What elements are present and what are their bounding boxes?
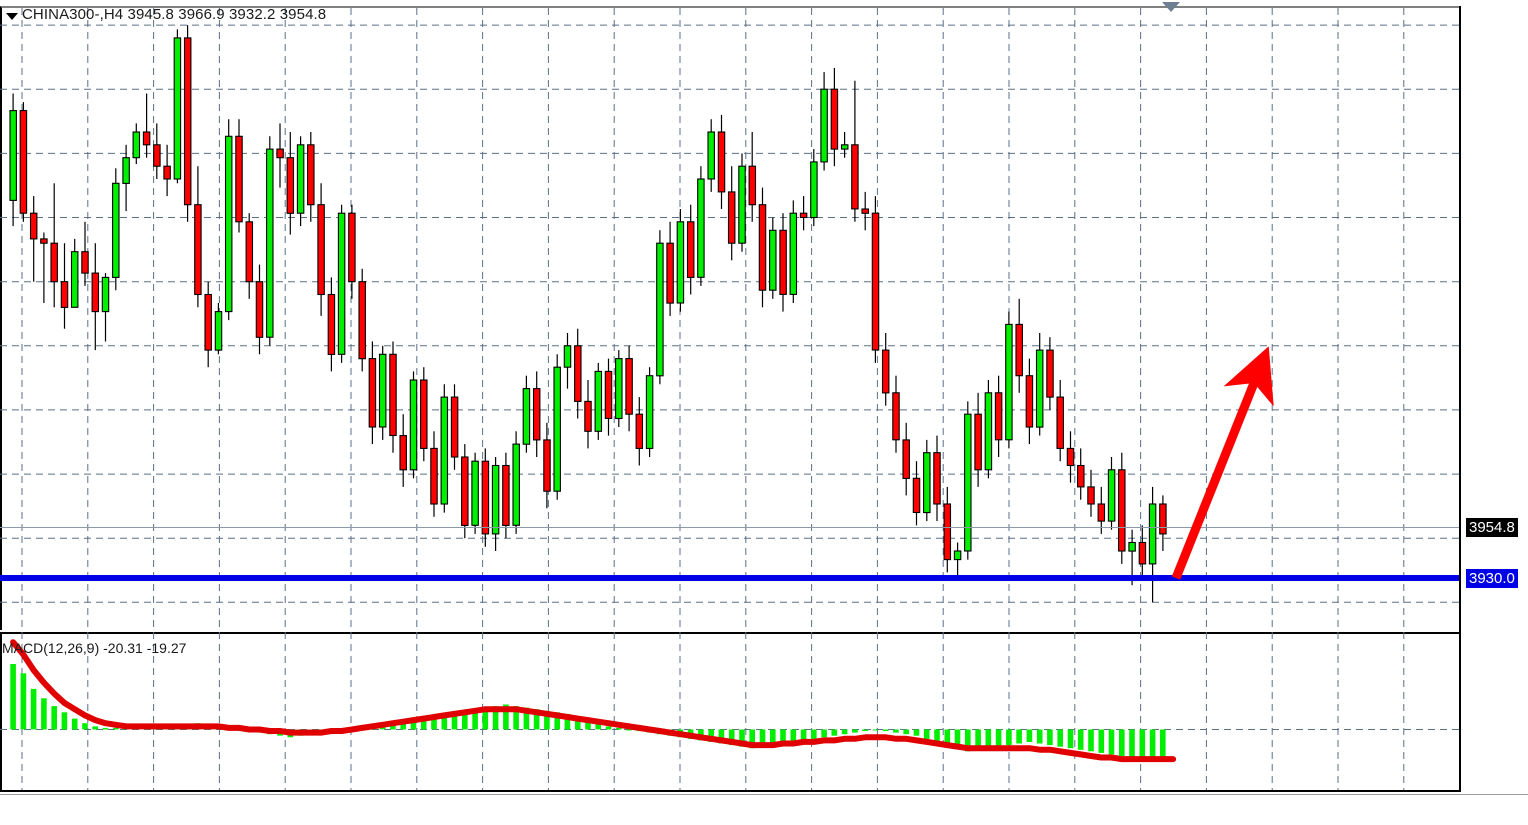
price-axis[interactable]: 4192.0 4162.0 4132.0 4102.0 4072.0 4042.… — [1461, 6, 1528, 792]
last-price-badge: 3954.8 — [1466, 518, 1518, 537]
macd-indicator-label: MACD(12,26,9) -20.31 -19.27 — [2, 640, 187, 656]
time-axis[interactable]: 3 Feb 2023 15 Feb 01:30 27 Feb 01:30 9 M… — [0, 794, 1528, 825]
chevron-down-icon[interactable] — [6, 13, 18, 20]
axis-divider — [1459, 6, 1461, 792]
support-price-badge[interactable]: 3930.0 — [1466, 569, 1518, 588]
triangle-down-marker-icon[interactable] — [1162, 2, 1180, 12]
page-title: CHINA300-,H4 3945.8 3966.9 3932.2 3954.8 — [22, 6, 327, 23]
macd-canvas[interactable] — [0, 632, 1461, 794]
price-chart-canvas[interactable] — [0, 0, 1461, 632]
support-level-line[interactable] — [0, 575, 1459, 581]
last-price-level-line — [0, 527, 1459, 528]
